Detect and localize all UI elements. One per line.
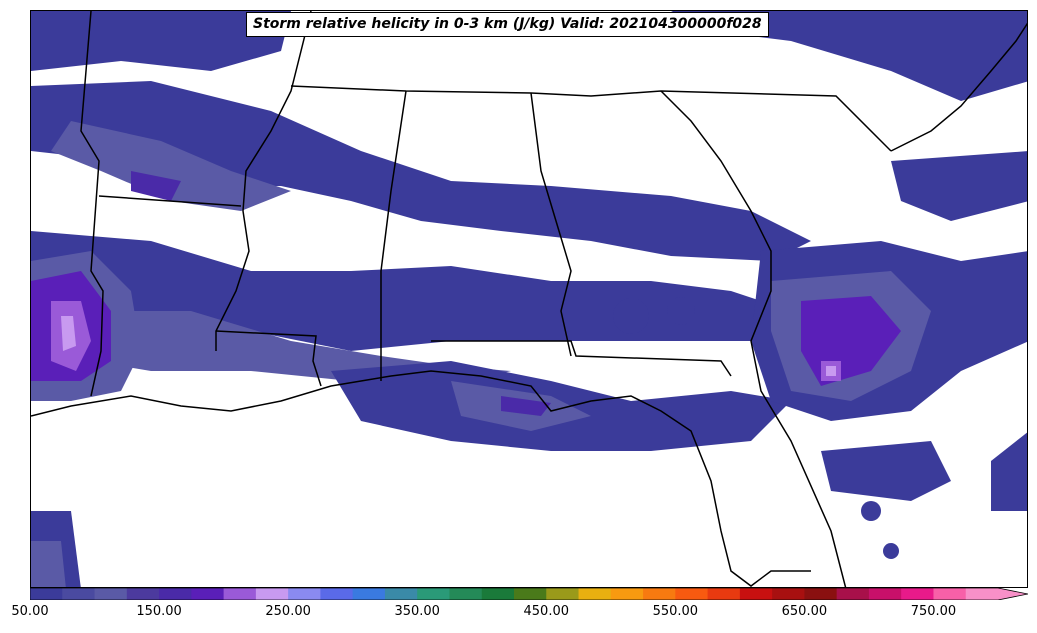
colorbar-segment xyxy=(352,588,386,600)
map-title: Storm relative helicity in 0-3 km (J/kg)… xyxy=(246,12,769,37)
colorbar-extend-triangle xyxy=(998,588,1028,600)
colorbar-segment xyxy=(30,588,63,600)
colorbar-outline xyxy=(30,588,1028,600)
colorbar-segment xyxy=(288,588,321,600)
colorbar-tick-label: 450.00 xyxy=(523,604,570,619)
colorbar-segment xyxy=(126,588,160,600)
colorbar-segment xyxy=(417,588,450,600)
colorbar-tick-label: 750.00 xyxy=(910,604,957,619)
colorbar-segment xyxy=(578,588,612,600)
helicity-bottom-left-mid xyxy=(31,541,66,587)
colorbar-segment xyxy=(739,588,773,600)
helicity-east-south xyxy=(991,432,1027,511)
helicity-sw-max xyxy=(61,316,76,351)
colorbar-segment xyxy=(546,588,580,600)
colorbar-tick-label: 350.00 xyxy=(394,604,440,619)
helicity-band-top xyxy=(31,11,291,71)
colorbar xyxy=(30,588,1028,600)
colorbar-segment xyxy=(868,588,902,600)
helicity-spot xyxy=(861,501,881,521)
coastline xyxy=(31,370,811,587)
helicity-east-florida xyxy=(821,441,951,501)
helicity-east-band xyxy=(891,151,1027,221)
colorbar-tick-label: 150.00 xyxy=(136,604,182,619)
colorbar-segment xyxy=(610,588,644,600)
colorbar-segment xyxy=(320,588,354,600)
colorbar-segment xyxy=(772,588,805,600)
helicity-spot xyxy=(667,297,695,325)
helicity-spot xyxy=(613,298,649,334)
border-line xyxy=(290,85,892,152)
border-line xyxy=(380,90,407,381)
state-borders xyxy=(31,11,1027,587)
colorbar-segment xyxy=(643,588,676,600)
colorbar-segment xyxy=(191,588,225,600)
border-line xyxy=(431,340,732,377)
helicity-spot xyxy=(883,543,899,559)
border-line xyxy=(530,92,572,357)
helicity-contours xyxy=(31,11,1027,587)
colorbar-segment xyxy=(965,588,999,600)
coastline xyxy=(890,22,1027,152)
colorbar-tick-label: 650.00 xyxy=(781,604,828,619)
helicity-map xyxy=(31,11,1027,587)
colorbar-segment xyxy=(223,588,257,600)
colorbar-segment xyxy=(836,588,870,600)
colorbar-segment xyxy=(94,588,128,600)
colorbar-tick-label: 50.00 xyxy=(11,604,49,619)
border-line xyxy=(80,11,104,397)
colorbar-segment xyxy=(481,588,515,600)
helicity-gulf-core xyxy=(501,396,551,416)
colorbar-segment xyxy=(62,588,96,600)
border-line xyxy=(660,90,847,587)
colorbar-segment xyxy=(159,588,192,600)
colorbar-segment xyxy=(449,588,483,600)
helicity-band-nw xyxy=(31,81,811,261)
colorbar-segment xyxy=(514,588,547,600)
border-line xyxy=(98,195,242,207)
colorbar-segment xyxy=(675,588,709,600)
map-panel xyxy=(30,10,1028,588)
colorbar-segment xyxy=(384,588,418,600)
colorbar-segment xyxy=(933,588,967,600)
border-line xyxy=(215,11,312,351)
helicity-se-max xyxy=(826,366,836,376)
colorbar-segment xyxy=(804,588,838,600)
colorbar-segment xyxy=(255,588,289,600)
helicity-band-nw-core xyxy=(131,171,181,201)
helicity-band-nw-mid xyxy=(51,121,291,211)
colorbar-segment xyxy=(901,588,934,600)
colorbar-segment xyxy=(707,588,741,600)
colorbar-tick-label: 250.00 xyxy=(265,604,311,619)
border-line xyxy=(215,330,322,387)
colorbar-tick-label: 550.00 xyxy=(652,604,699,619)
